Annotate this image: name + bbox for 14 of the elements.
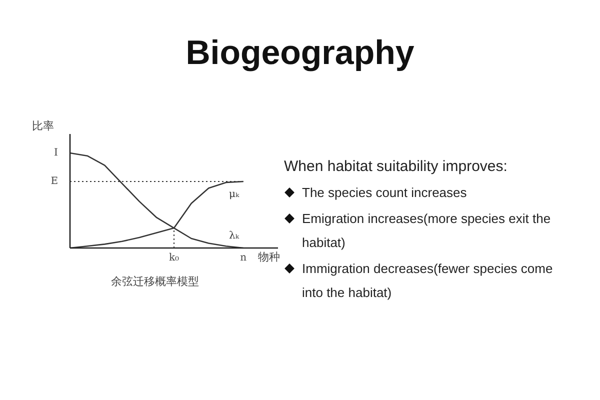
ref-line-label: E bbox=[50, 176, 58, 188]
text: Emigration increases(more species exit the habitat) bbox=[302, 211, 551, 250]
y-axis-title: 比率 bbox=[32, 119, 54, 132]
text: The species count increases bbox=[302, 185, 467, 200]
x-axis-title: 物种 bbox=[258, 250, 280, 264]
text: 余弦迁移概率模型 bbox=[110, 274, 200, 289]
series-label: μₖ bbox=[229, 189, 240, 200]
x-tick-label: n bbox=[240, 252, 248, 264]
text: When habitat suitability improves: bbox=[284, 158, 508, 175]
text: I bbox=[54, 148, 58, 159]
chart-title: Biogeography bbox=[184, 34, 416, 73]
series-label: λₖ bbox=[229, 230, 240, 242]
text: Immigration decreases(fewer species come into the habitat) bbox=[302, 261, 553, 300]
x-tick-label: k₀ bbox=[168, 252, 180, 264]
